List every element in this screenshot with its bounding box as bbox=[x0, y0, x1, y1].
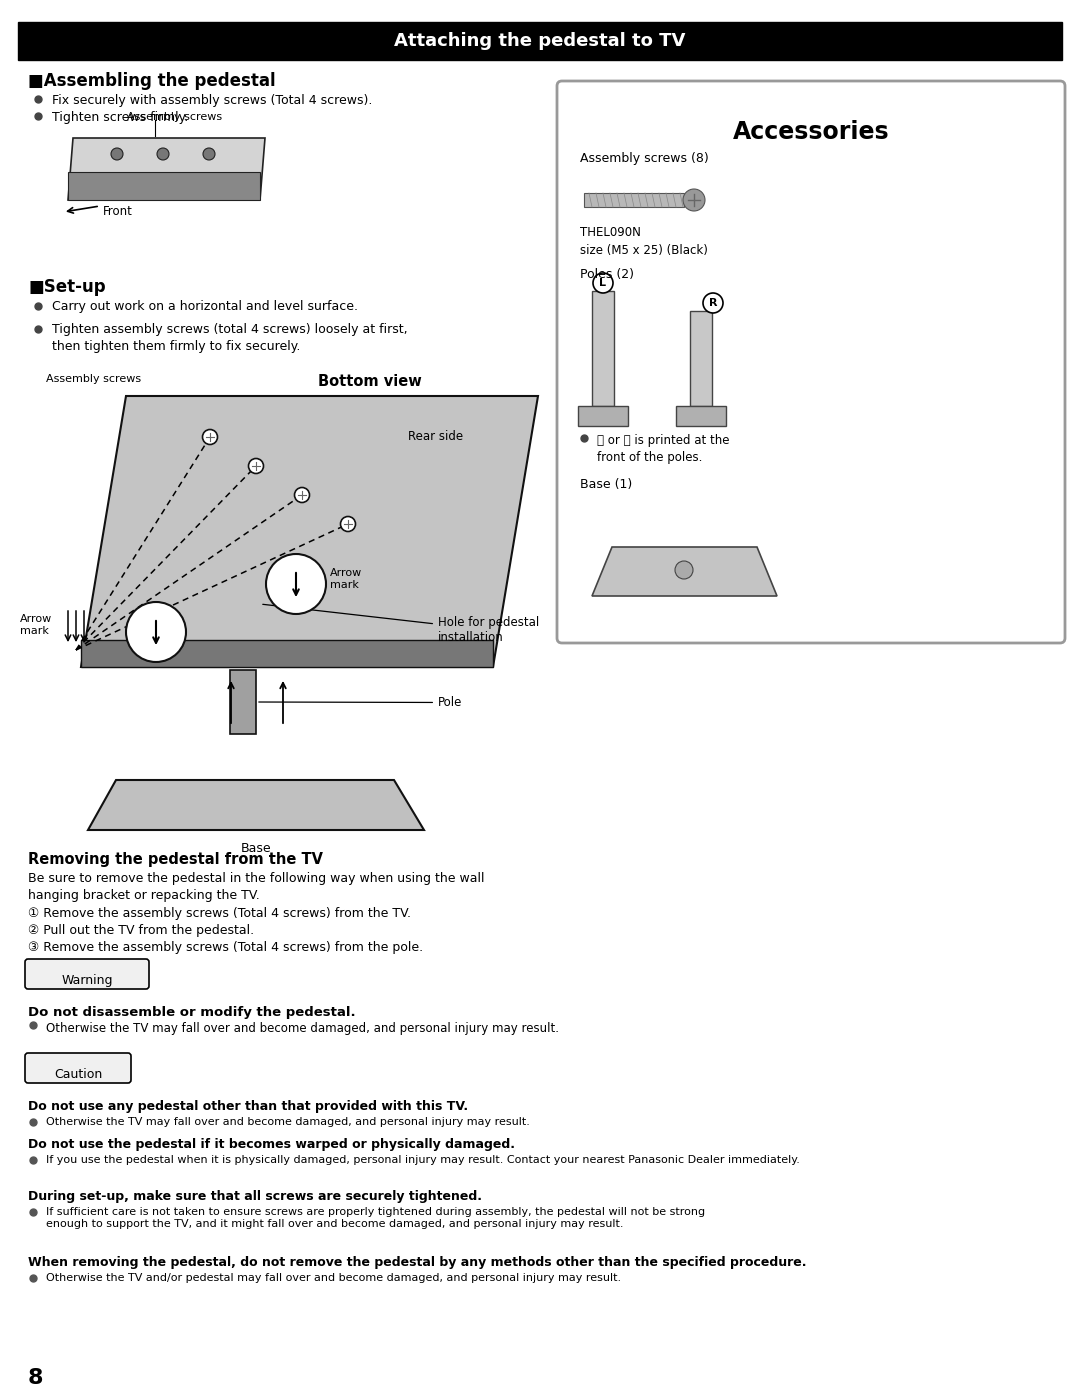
Text: Ⓛ or Ⓡ is printed at the
front of the poles.: Ⓛ or Ⓡ is printed at the front of the po… bbox=[597, 434, 729, 464]
Text: Arrow
mark: Arrow mark bbox=[21, 613, 52, 637]
Text: Assembly screws (8): Assembly screws (8) bbox=[580, 153, 708, 165]
Text: During set-up, make sure that all screws are securely tightened.: During set-up, make sure that all screws… bbox=[28, 1190, 482, 1203]
Text: Rear side: Rear side bbox=[408, 430, 463, 443]
Text: Front: Front bbox=[103, 205, 133, 218]
Circle shape bbox=[126, 602, 186, 662]
Text: Do not use any pedestal other than that provided with this TV.: Do not use any pedestal other than that … bbox=[28, 1101, 468, 1113]
Text: Attaching the pedestal to TV: Attaching the pedestal to TV bbox=[394, 32, 686, 50]
Text: If you use the pedestal when it is physically damaged, personal injury may resul: If you use the pedestal when it is physi… bbox=[46, 1155, 800, 1165]
Circle shape bbox=[683, 189, 705, 211]
Polygon shape bbox=[81, 396, 538, 668]
Text: Otherwise the TV may fall over and become damaged, and personal injury may resul: Otherwise the TV may fall over and becom… bbox=[46, 1117, 530, 1127]
Circle shape bbox=[203, 149, 215, 160]
Text: ② Pull out the TV from the pedestal.: ② Pull out the TV from the pedestal. bbox=[28, 924, 254, 937]
Text: If sufficient care is not taken to ensure screws are properly tightened during a: If sufficient care is not taken to ensur… bbox=[46, 1208, 705, 1230]
Text: Do not use the pedestal if it becomes warped or physically damaged.: Do not use the pedestal if it becomes wa… bbox=[28, 1138, 515, 1151]
Circle shape bbox=[203, 429, 217, 444]
Text: ■Assembling the pedestal: ■Assembling the pedestal bbox=[28, 72, 275, 90]
Bar bbox=[230, 670, 256, 734]
Polygon shape bbox=[87, 780, 424, 830]
Text: Otherwise the TV may fall over and become damaged, and personal injury may resul: Otherwise the TV may fall over and becom… bbox=[46, 1022, 559, 1035]
Text: Carry out work on a horizontal and level surface.: Carry out work on a horizontal and level… bbox=[52, 300, 357, 314]
Text: Base (1): Base (1) bbox=[580, 477, 632, 491]
Text: Base: Base bbox=[241, 843, 271, 855]
Text: Assembly screws: Assembly screws bbox=[127, 112, 222, 122]
Text: When removing the pedestal, do not remove the pedestal by any methods other than: When removing the pedestal, do not remov… bbox=[28, 1256, 807, 1269]
Polygon shape bbox=[81, 640, 492, 668]
Text: Pole: Pole bbox=[259, 695, 462, 709]
FancyBboxPatch shape bbox=[557, 81, 1065, 643]
Text: Accessories: Accessories bbox=[732, 119, 889, 144]
Text: Otherwise the TV and/or pedestal may fall over and become damaged, and personal : Otherwise the TV and/or pedestal may fal… bbox=[46, 1273, 621, 1283]
Text: Warning: Warning bbox=[62, 974, 112, 987]
Bar bbox=[690, 311, 712, 407]
Bar bbox=[18, 22, 1062, 60]
Text: THEL090N
size (M5 x 25) (Black): THEL090N size (M5 x 25) (Black) bbox=[580, 226, 707, 257]
Text: L: L bbox=[599, 278, 607, 287]
Bar bbox=[578, 407, 627, 426]
Text: ■Set-up: ■Set-up bbox=[28, 278, 106, 296]
Text: R: R bbox=[708, 298, 717, 308]
Text: Caution: Caution bbox=[54, 1067, 103, 1081]
Circle shape bbox=[111, 149, 123, 160]
Text: Tighten screws firmly.: Tighten screws firmly. bbox=[52, 111, 188, 124]
Text: Assembly screws: Assembly screws bbox=[46, 373, 141, 384]
FancyBboxPatch shape bbox=[25, 959, 149, 990]
Circle shape bbox=[157, 149, 168, 160]
Circle shape bbox=[340, 516, 355, 532]
Circle shape bbox=[593, 273, 613, 293]
Text: Hole for pedestal
installation: Hole for pedestal installation bbox=[262, 604, 539, 644]
Text: Fix securely with assembly screws (Total 4 screws).: Fix securely with assembly screws (Total… bbox=[52, 94, 373, 107]
Text: Poles (2): Poles (2) bbox=[580, 268, 634, 280]
Text: 8: 8 bbox=[28, 1369, 43, 1388]
Circle shape bbox=[295, 487, 310, 502]
Circle shape bbox=[248, 458, 264, 473]
Circle shape bbox=[675, 561, 693, 579]
Text: Bottom view: Bottom view bbox=[318, 373, 422, 389]
Text: Arrow
mark: Arrow mark bbox=[330, 568, 362, 590]
Polygon shape bbox=[68, 137, 265, 200]
Circle shape bbox=[266, 554, 326, 613]
Text: Do not disassemble or modify the pedestal.: Do not disassemble or modify the pedesta… bbox=[28, 1006, 355, 1019]
Text: Be sure to remove the pedestal in the following way when using the wall: Be sure to remove the pedestal in the fo… bbox=[28, 872, 485, 886]
Text: Removing the pedestal from the TV: Removing the pedestal from the TV bbox=[28, 852, 323, 868]
Polygon shape bbox=[68, 172, 260, 200]
Polygon shape bbox=[592, 547, 777, 595]
Text: ① Remove the assembly screws (Total 4 screws) from the TV.: ① Remove the assembly screws (Total 4 sc… bbox=[28, 906, 411, 920]
Text: hanging bracket or repacking the TV.: hanging bracket or repacking the TV. bbox=[28, 888, 260, 902]
Text: ③ Remove the assembly screws (Total 4 screws) from the pole.: ③ Remove the assembly screws (Total 4 sc… bbox=[28, 941, 423, 954]
Circle shape bbox=[703, 293, 723, 314]
FancyBboxPatch shape bbox=[25, 1053, 131, 1083]
Bar bbox=[584, 193, 684, 207]
Bar bbox=[676, 407, 726, 426]
Bar bbox=[592, 291, 615, 407]
Text: Tighten assembly screws (total 4 screws) loosely at first,
then tighten them fir: Tighten assembly screws (total 4 screws)… bbox=[52, 323, 407, 353]
